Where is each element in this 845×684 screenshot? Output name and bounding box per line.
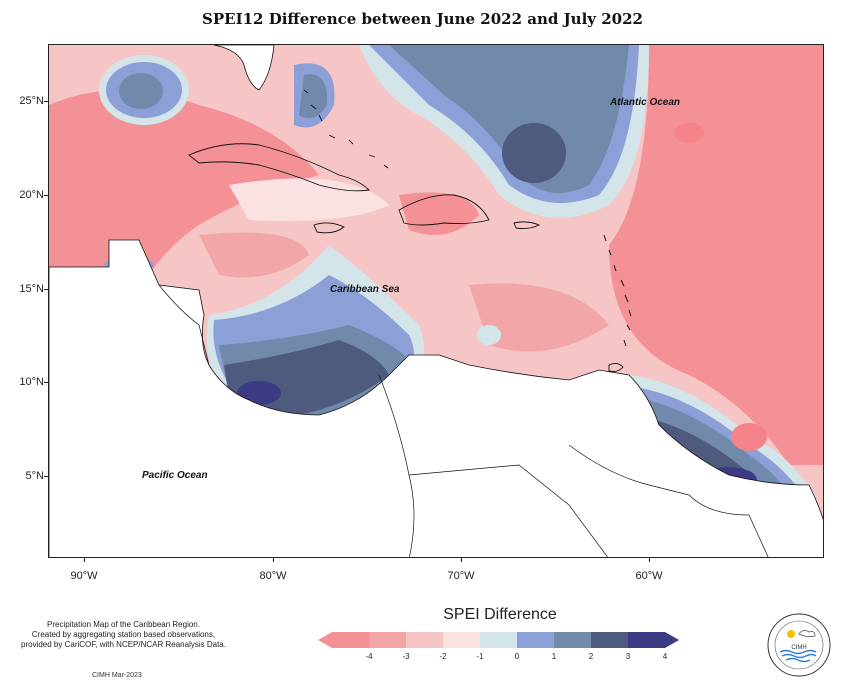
lat-label: 20°N	[19, 189, 44, 201]
legend-tick-label: -3	[402, 652, 410, 661]
legend-tick-label: 2	[588, 652, 594, 661]
lon-tick	[273, 558, 274, 562]
lat-tick	[44, 289, 48, 290]
legend-tick-label: 4	[662, 652, 668, 661]
legend-swatch	[406, 632, 443, 648]
legend-title: SPEI Difference	[443, 606, 557, 623]
lon-tick	[84, 558, 85, 562]
legend-swatch	[332, 632, 369, 648]
hispaniola-outline	[398, 194, 490, 226]
lat-label: 10°N	[19, 376, 44, 388]
lat-label: 5°N	[25, 470, 44, 482]
credits-line: provided by CariCOF, with NCEP/NCAR Rean…	[21, 640, 226, 649]
legend-swatch	[369, 632, 406, 648]
logo-text: CIMH	[791, 645, 806, 651]
legend-tick-label: -2	[439, 652, 447, 661]
legend-arrow-right	[665, 632, 679, 648]
credits-line: Created by aggregating station based obs…	[31, 630, 216, 639]
lon-label: 60°W	[635, 570, 663, 582]
legend-tick-label: 3	[625, 652, 631, 661]
atlantic-ocean-label: Atlantic Ocean	[610, 97, 681, 108]
cuba-outline	[188, 143, 370, 192]
lon-label: 70°W	[447, 570, 475, 582]
legend-swatch	[591, 632, 628, 648]
lat-label: 15°N	[19, 283, 44, 295]
legend-tick-label: -1	[476, 652, 484, 661]
map-canvas	[49, 45, 823, 557]
lat-tick	[44, 101, 48, 102]
map-title: SPEI12 Difference between June 2022 and …	[202, 10, 643, 28]
lon-tick	[461, 558, 462, 562]
credits-date: CIMH Mar-2023	[92, 672, 142, 679]
lat-tick	[44, 195, 48, 196]
cimh-logo: CIMH	[767, 613, 831, 677]
legend-tick-label: -4	[365, 652, 373, 661]
credits-text: Precipitation Map of the Caribbean Regio…	[6, 620, 241, 650]
lat-label: 25°N	[19, 95, 44, 107]
legend-tick-label: 0	[514, 652, 520, 661]
lon-label: 90°W	[70, 570, 98, 582]
gulf-deficit-region	[49, 90, 319, 275]
lon-label: 80°W	[259, 570, 287, 582]
legend-swatch	[480, 632, 517, 648]
legend-swatch	[554, 632, 591, 648]
legend-swatch	[517, 632, 554, 648]
caribbean-sea-label: Caribbean Sea	[330, 284, 400, 295]
spei-map	[48, 44, 824, 558]
legend-colorbar	[318, 632, 679, 648]
lon-tick	[649, 558, 650, 562]
legend-swatch	[443, 632, 480, 648]
legend-swatch	[628, 632, 665, 648]
lat-tick	[44, 382, 48, 383]
pacific-ocean-label: Pacific Ocean	[142, 470, 208, 481]
lat-tick	[44, 476, 48, 477]
legend-arrow-left	[318, 632, 332, 648]
central-south-america-landmass	[49, 239, 823, 557]
legend-tick-label: 1	[551, 652, 557, 661]
atlantic-deficit-region	[609, 45, 823, 465]
credits-line: Precipitation Map of the Caribbean Regio…	[47, 620, 200, 629]
